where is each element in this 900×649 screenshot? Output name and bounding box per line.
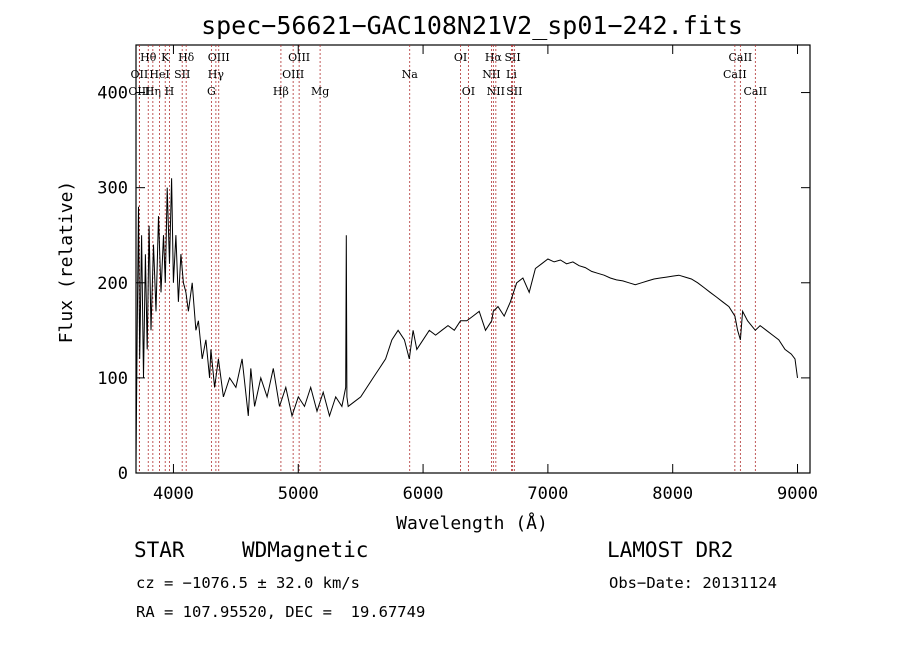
line-marker-label-11: G (207, 85, 216, 98)
chart-title: spec−56621−GAC108N21V2_sp01−242.fits (201, 11, 743, 40)
x-tick-label-0: 4000 (153, 484, 194, 504)
line-marker-label-24: SII (506, 85, 522, 98)
line-marker-label-17: OI (454, 51, 467, 64)
line-marker-label-16: Na (402, 68, 419, 81)
redshift-info: cz = −1076.5 ± 32.0 km/s (136, 574, 360, 592)
x-tick-label-4: 8000 (652, 484, 693, 504)
y-tick-label-3: 300 (97, 179, 128, 199)
x-tick-label-2: 6000 (403, 484, 444, 504)
line-marker-label-27: CaII (743, 85, 767, 98)
x-axis-label: Wavelength (Å) (396, 512, 548, 534)
line-marker-label-9: OIII (208, 51, 230, 64)
line-marker-label-4: HeI (149, 68, 169, 81)
line-marker-label-15: Mg (311, 85, 329, 98)
plot-frame (135, 44, 811, 474)
spectrum-line (135, 178, 798, 464)
object-subclass: WDMagnetic (242, 538, 369, 562)
line-marker-label-2: OIII (128, 85, 150, 98)
line-marker-label-8: Hδ (178, 51, 195, 64)
x-tick-label-3: 7000 (527, 484, 568, 504)
y-tick-label-2: 200 (97, 274, 128, 294)
line-marker-label-20: NII (482, 68, 500, 81)
line-marker-label-12: Hβ (273, 85, 289, 98)
y-axis-label: Flux (relative) (56, 181, 77, 344)
line-marker-label-13: OIII (288, 51, 310, 64)
obs-date: Obs−Date: 20131124 (609, 574, 777, 592)
line-marker-label-10: Hγ (208, 68, 225, 81)
object-class: STAR (134, 538, 185, 562)
y-tick-label-0: 0 (118, 464, 128, 484)
x-tick-label-5: 9000 (777, 484, 818, 504)
line-marker-label-5: K (161, 51, 170, 64)
line-marker-label-14: OIII (282, 68, 304, 81)
axis-ticks: 4000 5000 6000 7000 8000 9000 0 100 200 300 400 (97, 45, 818, 504)
line-marker-label-7: SII (174, 68, 190, 81)
line-marker-label-26: CaII (723, 68, 747, 81)
line-marker-label-22: SII (504, 51, 520, 64)
survey-name: LAMOST DR2 (607, 538, 734, 562)
line-marker-label-19: Hα (485, 51, 503, 64)
y-tick-label-4: 400 (97, 84, 128, 104)
y-tick-label-1: 100 (97, 369, 128, 389)
line-marker-label-23: Li (506, 68, 517, 81)
line-marker-label-18: OI (462, 85, 475, 98)
line-marker-label-3: Hη (145, 85, 161, 98)
line-marker-label-21: NII (487, 85, 505, 98)
x-tick-label-1: 5000 (278, 484, 319, 504)
line-marker-label-0: Hθ (140, 51, 157, 64)
line-marker-label-6: H (165, 85, 175, 98)
line-marker-label-25: CaII (729, 51, 753, 64)
coordinates: RA = 107.95520, DEC = 19.67749 (136, 603, 426, 621)
